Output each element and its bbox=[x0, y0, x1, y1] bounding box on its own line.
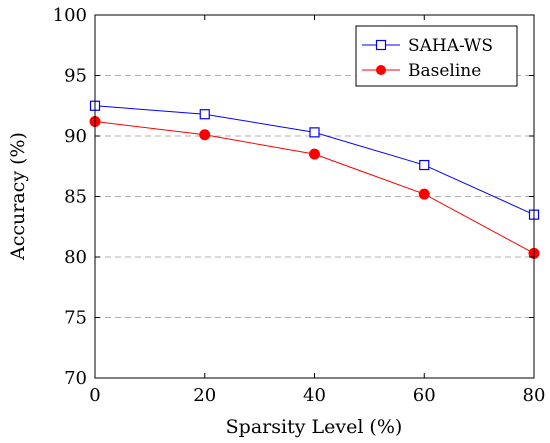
y-tick-labels: 70 75 80 85 90 95 100 bbox=[53, 5, 87, 389]
legend-marker-baseline bbox=[376, 65, 386, 75]
legend-marker-saha-ws bbox=[375, 39, 387, 51]
legend-label-baseline: Baseline bbox=[408, 61, 481, 81]
series-layer bbox=[89, 100, 540, 259]
x-tick-labels: 0 20 40 60 80 bbox=[89, 385, 545, 406]
point-saha-ws-40 bbox=[309, 127, 320, 138]
y-axis-title: Accuracy (%) bbox=[7, 132, 29, 261]
x-tick-label-20: 20 bbox=[193, 385, 216, 406]
point-baseline-20 bbox=[199, 129, 211, 141]
series-line-saha-ws bbox=[94, 105, 535, 216]
y-tick-label-85: 85 bbox=[64, 187, 87, 208]
y-tick-label-90: 90 bbox=[64, 126, 87, 147]
legend: SAHA-WS Baseline bbox=[355, 25, 518, 87]
y-tick-label-80: 80 bbox=[64, 247, 87, 268]
y-tick-label-95: 95 bbox=[64, 66, 87, 87]
x-axis-title: Sparsity Level (%) bbox=[226, 416, 403, 438]
y-tick-label-100: 100 bbox=[53, 5, 87, 26]
grid-lines bbox=[95, 75, 534, 318]
x-tick-label-60: 60 bbox=[413, 385, 436, 406]
y-tick-label-70: 70 bbox=[64, 368, 87, 389]
y-tick-label-75: 75 bbox=[64, 308, 87, 329]
series-line-baseline bbox=[94, 120, 535, 254]
x-tick-label-80: 80 bbox=[523, 385, 546, 406]
axis-ticks bbox=[94, 14, 535, 379]
legend-box bbox=[355, 25, 518, 87]
point-saha-ws-20 bbox=[199, 109, 210, 120]
x-tick-label-40: 40 bbox=[303, 385, 326, 406]
legend-label-saha-ws: SAHA-WS bbox=[408, 36, 493, 56]
point-baseline-60 bbox=[418, 188, 430, 200]
point-saha-ws-60 bbox=[419, 159, 430, 171]
point-baseline-40 bbox=[309, 148, 320, 160]
x-tick-label-0: 0 bbox=[89, 385, 100, 406]
